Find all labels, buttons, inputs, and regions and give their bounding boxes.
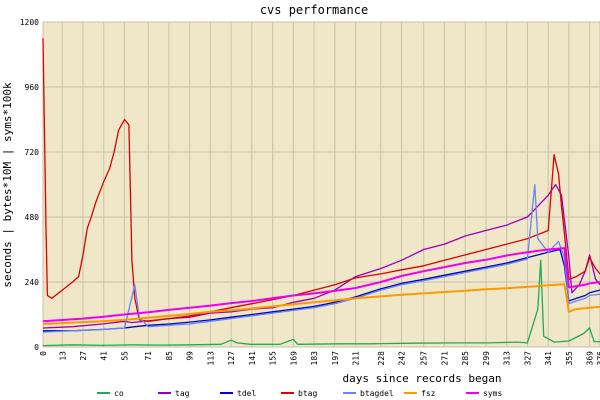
x-tick-label-1: 13: [58, 351, 67, 361]
x-tick-label-9: 127: [227, 351, 236, 366]
y-tick-label-2: 480: [25, 213, 40, 222]
y-axis-label: seconds | bytes*10M | syms*100k: [1, 82, 14, 288]
legend: co tag tdel btag btagdel fsz syms: [97, 389, 502, 398]
x-tick-label-5: 71: [144, 351, 153, 361]
x-tick-label-8: 113: [206, 351, 215, 366]
y-axis-ticks: 0 240 480 720 960 1200: [20, 18, 39, 352]
series-line-btag: [42, 38, 600, 322]
x-tick-label-14: 197: [331, 351, 340, 366]
legend-label-co: co: [114, 389, 124, 398]
x-tick-label-19: 271: [440, 351, 449, 366]
x-tick-label-13: 183: [310, 351, 319, 366]
x-tick-label-6: 85: [165, 351, 174, 361]
series-line-tdel: [43, 248, 600, 332]
series-line-syms: [42, 247, 600, 323]
y-tick-label-4: 960: [25, 83, 40, 92]
x-tick-label-22: 313: [503, 351, 512, 366]
x-tick-label-20: 285: [461, 351, 470, 366]
legend-label-fsz: fsz: [421, 389, 436, 398]
x-tick-label-3: 41: [100, 351, 109, 361]
x-tick-label-15: 211: [352, 351, 361, 366]
legend-label-btag: btag: [298, 389, 317, 398]
x-tick-label-2: 27: [79, 351, 88, 361]
x-tick-label-7: 99: [186, 351, 195, 361]
plot-area: [43, 22, 600, 347]
x-tick-label-24: 341: [544, 351, 553, 366]
y-tick-label-0: 0: [34, 343, 39, 352]
legend-label-tag: tag: [175, 389, 190, 398]
legend-label-syms: syms: [483, 389, 502, 398]
x-tick-label-25: 355: [565, 351, 574, 366]
series-line-co: [42, 259, 600, 347]
x-tick-label-23: 327: [523, 351, 532, 366]
x-tick-label-4: 55: [120, 351, 129, 361]
x-tick-label-16: 228: [377, 351, 386, 366]
x-tick-label-12: 169: [289, 351, 298, 366]
legend-label-btagdel: btagdel: [360, 389, 394, 398]
x-tick-label-11: 155: [269, 351, 278, 366]
x-tick-label-0: 0: [39, 351, 48, 356]
x-tick-label-21: 299: [482, 351, 491, 366]
x-tick-label-18: 257: [420, 351, 429, 366]
series-line-fsz: [42, 283, 600, 325]
x-tick-label-27: 376: [596, 351, 600, 366]
series-lines: [42, 38, 600, 347]
y-tick-label-1: 240: [25, 278, 40, 287]
x-tick-label-26: 369: [586, 351, 595, 366]
y-tick-label-3: 720: [25, 148, 40, 157]
chart-title: cvs performance: [260, 3, 368, 17]
x-tick-label-17: 242: [397, 351, 406, 366]
x-axis-ticks: 0 13 27 41 55 71 85 99 113 127 141 155 169 183 197 211 2…: [39, 351, 600, 366]
legend-label-tdel: tdel: [237, 389, 256, 398]
x-tick-label-10: 141: [248, 351, 257, 366]
series-line-btagdel: [42, 183, 600, 333]
y-tick-label-5: 1200: [20, 18, 39, 27]
x-axis-label: days since records began: [343, 372, 502, 385]
